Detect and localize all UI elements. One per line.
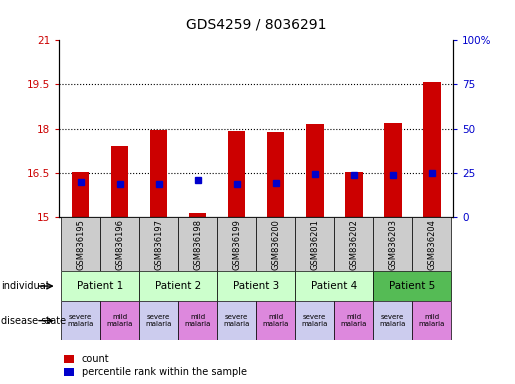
Bar bbox=[256, 301, 295, 340]
Bar bbox=[139, 301, 178, 340]
Bar bbox=[345, 172, 363, 217]
Bar bbox=[373, 301, 412, 340]
Text: GSM836195: GSM836195 bbox=[76, 219, 85, 270]
Text: GDS4259 / 8036291: GDS4259 / 8036291 bbox=[186, 17, 327, 31]
Text: mild
malaria: mild malaria bbox=[419, 314, 445, 327]
Text: Patient 3: Patient 3 bbox=[233, 281, 279, 291]
Text: severe
malaria: severe malaria bbox=[146, 314, 172, 327]
Text: disease state: disease state bbox=[1, 316, 66, 326]
Bar bbox=[295, 217, 334, 271]
Bar bbox=[100, 217, 139, 271]
Text: Patient 2: Patient 2 bbox=[155, 281, 201, 291]
Text: mild
malaria: mild malaria bbox=[107, 314, 133, 327]
Bar bbox=[267, 132, 284, 217]
Text: Patient 5: Patient 5 bbox=[389, 281, 435, 291]
Bar bbox=[72, 172, 90, 217]
Text: GSM836202: GSM836202 bbox=[349, 219, 358, 270]
Text: mild
malaria: mild malaria bbox=[263, 314, 289, 327]
Bar bbox=[228, 131, 246, 217]
Text: severe
malaria: severe malaria bbox=[224, 314, 250, 327]
Text: GSM836204: GSM836204 bbox=[427, 219, 436, 270]
Bar bbox=[306, 124, 323, 217]
Bar bbox=[100, 301, 139, 340]
Text: GSM836203: GSM836203 bbox=[388, 219, 397, 270]
Bar bbox=[178, 301, 217, 340]
Bar bbox=[295, 271, 373, 301]
Bar bbox=[189, 214, 207, 217]
Bar bbox=[423, 81, 440, 217]
Bar bbox=[139, 271, 217, 301]
Text: severe
malaria: severe malaria bbox=[380, 314, 406, 327]
Bar bbox=[295, 301, 334, 340]
Text: GSM836196: GSM836196 bbox=[115, 219, 124, 270]
Text: GSM836199: GSM836199 bbox=[232, 219, 241, 270]
Text: GSM836197: GSM836197 bbox=[154, 219, 163, 270]
Text: Patient 1: Patient 1 bbox=[77, 281, 123, 291]
Bar bbox=[61, 271, 139, 301]
Bar bbox=[412, 301, 451, 340]
Text: GSM836198: GSM836198 bbox=[193, 219, 202, 270]
Text: severe
malaria: severe malaria bbox=[67, 314, 94, 327]
Text: GSM836200: GSM836200 bbox=[271, 219, 280, 270]
Bar bbox=[373, 217, 412, 271]
Bar bbox=[217, 217, 256, 271]
Bar bbox=[61, 217, 100, 271]
Bar bbox=[334, 301, 373, 340]
Bar bbox=[384, 123, 402, 217]
Bar bbox=[256, 217, 295, 271]
Text: GSM836201: GSM836201 bbox=[310, 219, 319, 270]
Bar bbox=[217, 271, 295, 301]
Text: Patient 4: Patient 4 bbox=[311, 281, 357, 291]
Bar bbox=[150, 130, 167, 217]
Text: mild
malaria: mild malaria bbox=[340, 314, 367, 327]
Bar bbox=[373, 271, 451, 301]
Text: mild
malaria: mild malaria bbox=[184, 314, 211, 327]
Text: severe
malaria: severe malaria bbox=[302, 314, 328, 327]
Bar bbox=[111, 146, 128, 217]
Bar bbox=[178, 217, 217, 271]
Bar bbox=[412, 217, 451, 271]
Bar bbox=[217, 301, 256, 340]
Bar bbox=[61, 301, 100, 340]
Text: individual: individual bbox=[1, 281, 48, 291]
Bar bbox=[334, 217, 373, 271]
Bar bbox=[139, 217, 178, 271]
Legend: count, percentile rank within the sample: count, percentile rank within the sample bbox=[64, 354, 247, 377]
